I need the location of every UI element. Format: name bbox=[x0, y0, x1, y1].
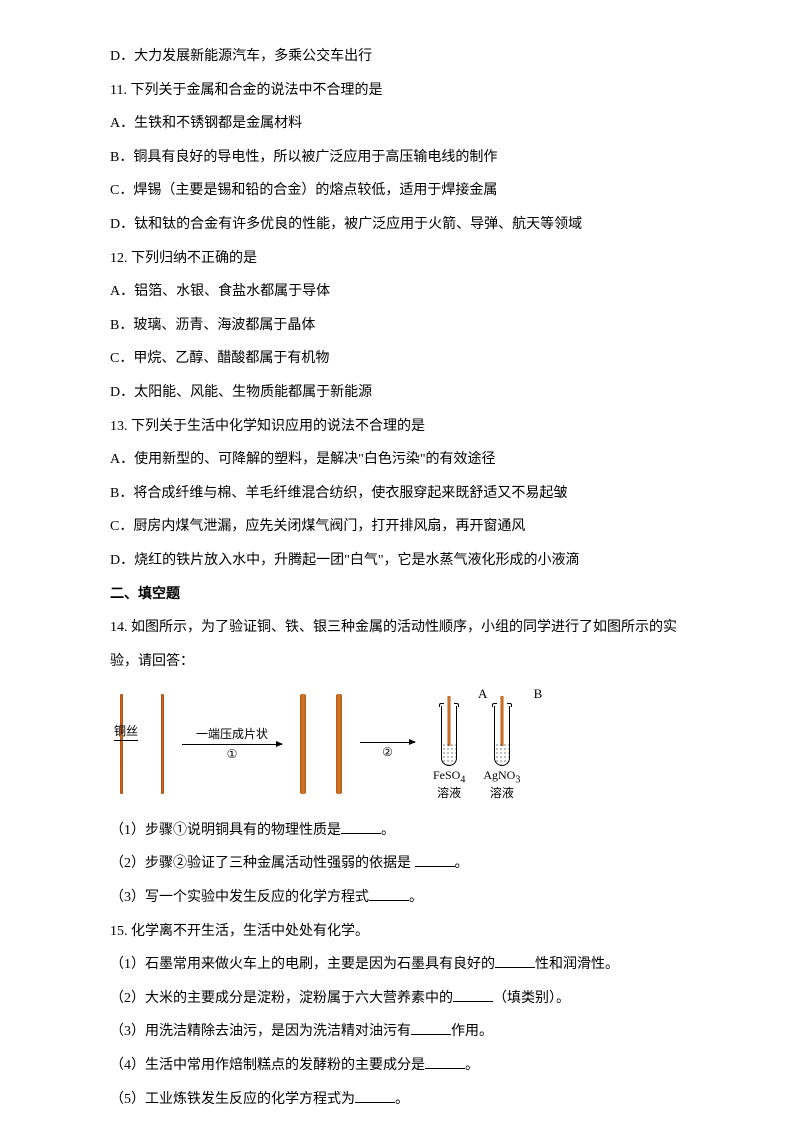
tube-rod-icon bbox=[448, 696, 451, 746]
q15-stem: 15. 化学离不开生活，生活中处处有化学。 bbox=[110, 915, 704, 949]
arrow-2-label-bottom: ② bbox=[382, 745, 393, 759]
arrow-line-icon bbox=[360, 742, 415, 743]
tube-a-solution: 溶液 bbox=[437, 786, 461, 800]
tube-b-label: B bbox=[534, 686, 543, 702]
q15-3-tail: 作用。 bbox=[451, 1024, 493, 1039]
q14-sub1: （1）步骤①说明铜具有的物理性质是 。 bbox=[110, 814, 704, 848]
tube-a-formula: FeSO bbox=[433, 768, 460, 782]
q11-option-c: C．焊锡（主要是锡和铅的合金）的熔点较低，适用于焊接金属 bbox=[110, 174, 704, 208]
tube-liquid-icon bbox=[442, 743, 456, 765]
copper-wire-label: 铜丝 bbox=[114, 724, 138, 741]
q15-sub1: （1）石墨常用来做火车上的电刷，主要是因为石墨具有良好的 性和润滑性。 bbox=[110, 948, 704, 982]
arrow-1-label-top: 一端压成片状 bbox=[196, 727, 268, 741]
q15-2-text: （2）大米的主要成分是淀粉，淀粉属于六大营养素中的 bbox=[110, 991, 453, 1006]
q14-sub3: （3）写一个实验中发生反应的化学方程式 。 bbox=[110, 881, 704, 915]
q13-option-c: C．厨房内煤气泄漏，应先关闭煤气阀门，打开排风扇，再开窗通风 bbox=[110, 510, 704, 544]
q11-option-b: B．铜具有良好的导电性，所以被广泛应用于高压输电线的制作 bbox=[110, 141, 704, 175]
copper-flat-stick bbox=[300, 694, 306, 794]
tube-b-formula: AgNO bbox=[483, 768, 515, 782]
q14-stem: 14. 如图所示，为了验证铜、铁、银三种金属的活动性顺序，小组的同学进行了如图所… bbox=[110, 611, 704, 678]
copper-wire-label-text: 铜丝 bbox=[114, 724, 138, 741]
tube-b-group: B AgNO3 溶液 bbox=[483, 686, 520, 802]
fill-blank[interactable] bbox=[411, 1021, 451, 1035]
q14-diagram: 铜丝 一端压成片状 ① ② A FeSO4 溶液 B bbox=[110, 678, 704, 814]
q12-option-a: A．铝箔、水银、食盐水都属于导体 bbox=[110, 275, 704, 309]
q15-5-text: （5）工业炼铁发生反应的化学方程式为 bbox=[110, 1092, 355, 1107]
q14-1-tail: 。 bbox=[381, 823, 395, 838]
arrow-1: 一端压成片状 ① bbox=[182, 727, 282, 761]
q14-3-tail: 。 bbox=[409, 890, 423, 905]
fill-blank[interactable] bbox=[453, 988, 493, 1002]
q11-stem: 11. 下列关于金属和合金的说法中不合理的是 bbox=[110, 74, 704, 108]
q11-option-d: D．钛和钛的合金有许多优良的性能，被广泛应用于火箭、导弹、航天等领域 bbox=[110, 208, 704, 242]
q13-option-b: B．将合成纤维与棉、羊毛纤维混合纺织，使衣服穿起来既舒适又不易起皱 bbox=[110, 477, 704, 511]
fill-blank[interactable] bbox=[355, 1089, 395, 1103]
q11-option-a: A．生铁和不锈钢都是金属材料 bbox=[110, 107, 704, 141]
q13-option-a: A．使用新型的、可降解的塑料，是解决"白色污染"的有效途径 bbox=[110, 443, 704, 477]
q15-sub2: （2）大米的主要成分是淀粉，淀粉属于六大营养素中的 （填类别）。 bbox=[110, 982, 704, 1016]
copper-wire-pair-1: 铜丝 bbox=[120, 694, 164, 794]
tube-b-caption: AgNO3 溶液 bbox=[483, 768, 520, 802]
copper-stick bbox=[120, 694, 123, 794]
q15-1-text: （1）石墨常用来做火车上的电刷，主要是因为石墨具有良好的 bbox=[110, 957, 495, 972]
q14-sub2: （2）步骤②验证了三种金属活动性强弱的依据是 。 bbox=[110, 847, 704, 881]
arrow-2: ② bbox=[360, 742, 415, 759]
fill-blank[interactable] bbox=[415, 853, 455, 867]
tube-a-sub: 4 bbox=[460, 774, 465, 785]
q13-option-d: D．烧红的铁片放入水中，升腾起一团"白气"，它是水蒸气液化形成的小液滴 bbox=[110, 544, 704, 578]
fill-blank[interactable] bbox=[341, 820, 381, 834]
q12-option-b: B．玻璃、沥青、海波都属于晶体 bbox=[110, 309, 704, 343]
q12-option-d: D．太阳能、风能、生物质能都属于新能源 bbox=[110, 376, 704, 410]
fill-blank[interactable] bbox=[369, 887, 409, 901]
fill-blank[interactable] bbox=[425, 1055, 465, 1069]
q15-4-tail: 。 bbox=[465, 1058, 479, 1073]
q13-stem: 13. 下列关于生活中化学知识应用的说法不合理的是 bbox=[110, 410, 704, 444]
arrow-line-icon bbox=[182, 744, 282, 745]
q14-3-text: （3）写一个实验中发生反应的化学方程式 bbox=[110, 890, 369, 905]
copper-wire-pair-2 bbox=[300, 694, 342, 794]
tube-rod-icon bbox=[500, 696, 503, 746]
q14-2-tail: 。 bbox=[455, 856, 469, 871]
tube-liquid-icon bbox=[495, 743, 509, 765]
tube-a-caption: FeSO4 溶液 bbox=[433, 768, 465, 802]
tube-b-solution: 溶液 bbox=[490, 786, 514, 800]
q15-sub3: （3）用洗洁精除去油污，是因为洗洁精对油污有 作用。 bbox=[110, 1015, 704, 1049]
section-2-heading: 二、填空题 bbox=[110, 578, 704, 612]
q15-sub5: （5）工业炼铁发生反应的化学方程式为 。 bbox=[110, 1083, 704, 1117]
tube-a-group: A FeSO4 溶液 bbox=[433, 686, 465, 802]
fill-blank[interactable] bbox=[495, 954, 535, 968]
q15-4-text: （4）生活中常用作焙制糕点的发酵粉的主要成分是 bbox=[110, 1058, 425, 1073]
q15-3-text: （3）用洗洁精除去油污，是因为洗洁精对油污有 bbox=[110, 1024, 411, 1039]
q14-1-text: （1）步骤①说明铜具有的物理性质是 bbox=[110, 823, 341, 838]
tube-b-sub: 3 bbox=[515, 774, 520, 785]
arrow-1-label-bottom: ① bbox=[227, 747, 238, 761]
q15-5-tail: 。 bbox=[395, 1092, 409, 1107]
q12-option-c: C．甲烷、乙醇、醋酸都属于有机物 bbox=[110, 342, 704, 376]
q15-2-tail: （填类别）。 bbox=[493, 991, 570, 1006]
copper-stick bbox=[161, 694, 164, 794]
q15-1-tail: 性和润滑性。 bbox=[535, 957, 619, 972]
q12-stem: 12. 下列归纳不正确的是 bbox=[110, 242, 704, 276]
test-tube-a-icon bbox=[441, 706, 457, 766]
test-tube-b-icon bbox=[494, 706, 510, 766]
q15-sub4: （4）生活中常用作焙制糕点的发酵粉的主要成分是 。 bbox=[110, 1049, 704, 1083]
copper-flat-stick bbox=[336, 694, 342, 794]
q10-option-d: D．大力发展新能源汽车，多乘公交车出行 bbox=[110, 40, 704, 74]
q14-2-text: （2）步骤②验证了三种金属活动性强弱的依据是 bbox=[110, 856, 415, 871]
